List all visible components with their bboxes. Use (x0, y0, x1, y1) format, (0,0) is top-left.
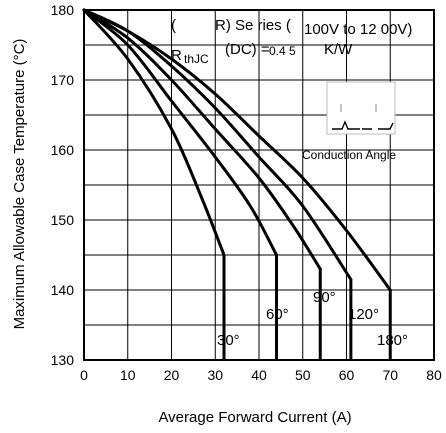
dc-text: (DC) = (225, 41, 270, 58)
thjc-subscript: thJC (184, 52, 209, 66)
y-tick-label: 170 (51, 72, 75, 88)
x-tick-label: 60 (339, 367, 355, 383)
y-tick-label: 180 (51, 2, 75, 18)
curve-labels: 30° 60° 90° 120° 180° (217, 289, 408, 349)
angle-label: 180° (377, 332, 408, 349)
rth-annotation: ( R thJC R) Se ries ( 100V to 12 00V) (D… (171, 17, 412, 66)
y-tick-labels: 130 140 150 160 170 180 (51, 2, 75, 368)
y-tick-label: 140 (51, 282, 75, 298)
waveform-icon (332, 120, 394, 130)
r-letter: R (171, 47, 182, 64)
x-tick-label: 70 (382, 367, 398, 383)
curve-line (82, 8, 278, 257)
y-tick-label: 160 (51, 142, 75, 158)
x-tick-label: 30 (207, 367, 223, 383)
drop-lines (222, 255, 392, 360)
angle-label: 30° (217, 332, 240, 349)
angle-label: 120° (348, 306, 379, 323)
conduction-angle-label: Conduction Angle (302, 148, 396, 162)
rth-value: 0.4 5 (269, 44, 296, 58)
x-axis-title: Average Forward Current (A) (158, 409, 351, 426)
paren-open: ( (171, 17, 176, 34)
grid (84, 10, 434, 360)
x-tick-label: 0 (80, 367, 88, 383)
conduction-angle-legend: Conduction Angle (302, 81, 396, 162)
x-tick-labels: 0 10 20 30 40 50 60 70 80 (80, 367, 442, 383)
angle-label: 60° (266, 306, 289, 323)
curve-line (82, 8, 226, 257)
rth-unit: K/W (324, 41, 353, 58)
y-axis-title: Maximum Allowable Case Temperature (°C) (11, 39, 28, 330)
legend-box (326, 81, 396, 135)
curves (82, 8, 392, 292)
y-tick-label: 130 (51, 352, 75, 368)
voltage-text: 100V to 12 00V) (304, 21, 412, 38)
curve-line (82, 8, 322, 271)
angle-label: 90° (313, 289, 336, 306)
x-tick-label: 80 (426, 367, 442, 383)
x-tick-label: 40 (251, 367, 267, 383)
x-tick-label: 10 (120, 367, 136, 383)
curve-line (82, 8, 392, 292)
y-tick-label: 150 (51, 212, 75, 228)
plot-frame (83, 9, 435, 361)
series-text: R) Se ries ( (215, 17, 291, 34)
x-tick-label: 20 (164, 367, 180, 383)
x-tick-label: 50 (295, 367, 311, 383)
